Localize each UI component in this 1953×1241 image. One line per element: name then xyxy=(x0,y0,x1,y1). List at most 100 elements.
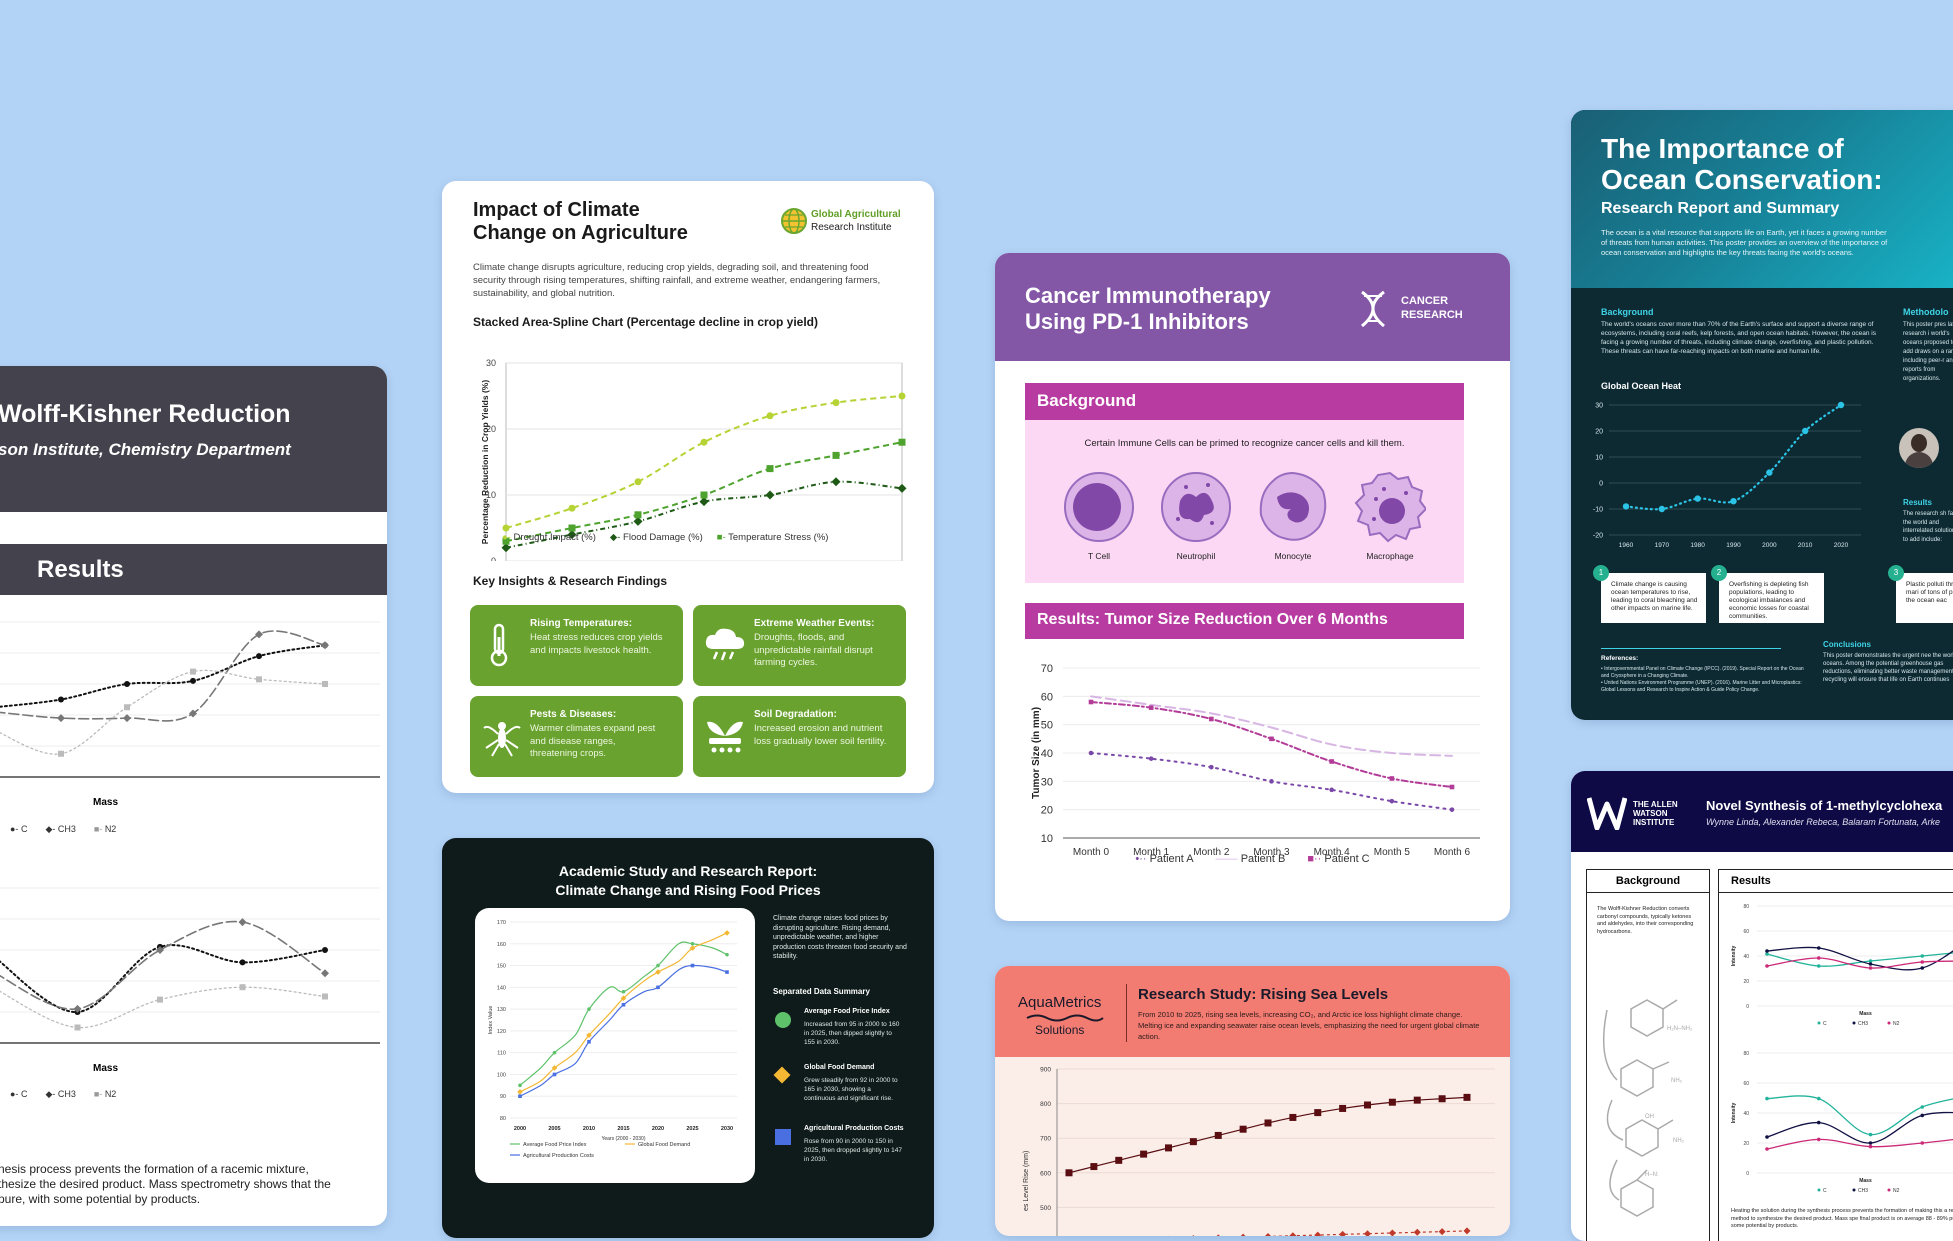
data-point xyxy=(503,525,510,532)
data-point xyxy=(1329,788,1334,793)
food-demand-marker-icon xyxy=(774,1067,791,1084)
cancer-background-heading: Background xyxy=(1037,391,1136,411)
food-intro: Climate change raises food prices by dis… xyxy=(773,914,913,962)
legend-swatch xyxy=(1888,1022,1891,1025)
number-badge: 3 xyxy=(1888,565,1904,581)
data-point xyxy=(1140,1151,1147,1158)
data-point xyxy=(1289,1232,1296,1236)
data-point xyxy=(622,990,626,994)
data-point xyxy=(1364,1101,1371,1108)
y-axis-label: Percentage Reduction in Crop Yields (%) xyxy=(480,380,490,545)
cell-label-macrophage: Macrophage xyxy=(1354,551,1426,561)
data-point xyxy=(635,478,642,485)
data-point xyxy=(553,1051,557,1055)
data-point xyxy=(833,399,840,406)
food-item-text: Rose from 90 in 2000 to 150 in 2025, the… xyxy=(804,1137,904,1164)
legend-label: N2 xyxy=(1893,1021,1900,1027)
t-cell-icon xyxy=(1063,471,1135,543)
legend-label: CH3 xyxy=(1858,1021,1868,1027)
y-tick-label: 800 xyxy=(1040,1101,1051,1108)
legend-label: Agricultural Production Costs xyxy=(523,1153,594,1159)
data-point xyxy=(1817,1138,1821,1142)
data-point xyxy=(1265,1119,1272,1126)
data-point xyxy=(1838,402,1844,408)
ocean-intro: The ocean is a vital resource that suppo… xyxy=(1601,228,1891,258)
data-point xyxy=(1390,799,1395,804)
x-tick-label: 1980 xyxy=(1690,542,1705,549)
data-point xyxy=(1066,1169,1073,1176)
x-tick-label: 2020 xyxy=(1834,542,1849,549)
data-point xyxy=(656,986,660,990)
legend-label: N2 xyxy=(1893,1188,1900,1194)
x-axis-label: Mass xyxy=(1859,1011,1872,1017)
data-point xyxy=(701,439,708,446)
data-point xyxy=(1730,498,1736,504)
legend-swatch: ■- xyxy=(717,532,728,543)
legend-item-n2: ■- N2 xyxy=(94,824,116,835)
data-point xyxy=(1802,428,1808,434)
data-point xyxy=(517,1089,523,1095)
y-tick-label: 40 xyxy=(1041,748,1053,760)
x-tick-label: 1960 xyxy=(1619,542,1634,549)
food-costs-marker-icon xyxy=(775,1129,791,1145)
sea-title: Research Study: Rising Sea Levels xyxy=(1138,986,1388,1003)
poster-card-food-prices[interactable]: Academic Study and Research Report: Clim… xyxy=(442,838,934,1238)
series-line xyxy=(506,396,902,528)
cancer-title-line: Using PD-1 Inhibitors xyxy=(1025,309,1271,335)
y-tick-label: 160 xyxy=(497,942,506,948)
wave-icon xyxy=(1025,1013,1105,1023)
y-tick-label: 140 xyxy=(497,985,506,991)
data-point xyxy=(1450,807,1455,812)
svg-text:H₂N–NH₂: H₂N–NH₂ xyxy=(1667,1026,1693,1032)
sea-intro: From 2010 to 2025, rising sea levels, in… xyxy=(1138,1009,1488,1042)
novel-results-heading: Results xyxy=(1731,875,1771,887)
reaction-mechanism-diagram: H₂N–NH₂ NH₂ OH NH₂ H–N: xyxy=(1587,970,1709,1220)
x-tick-label: 2015 xyxy=(617,1126,629,1132)
legend-swatch: ■·· xyxy=(1307,853,1324,865)
data-point xyxy=(1240,1126,1247,1133)
poster-card-novel-synthesis[interactable]: THE ALLEN WATSON INSTITUTE Novel Synthes… xyxy=(1571,771,1953,1241)
wolff-body-line: pure, with some potential by products. xyxy=(0,1192,331,1207)
y-tick-label: 70 xyxy=(1041,663,1053,675)
series-line xyxy=(0,645,325,707)
data-point xyxy=(322,947,328,953)
y-tick-label: 600 xyxy=(1040,1170,1051,1177)
data-point xyxy=(569,505,576,512)
ocean-chart-title: Global Ocean Heat xyxy=(1601,381,1681,391)
x-tick-label: 2000 xyxy=(514,1126,526,1132)
poster-card-ocean-conservation[interactable]: The Importance of Ocean Conservation: Re… xyxy=(1571,110,1953,720)
ocean-results-heading: Results xyxy=(1903,498,1932,507)
wolff-body-line: nesis process prevents the formation of … xyxy=(0,1162,331,1177)
x-axis-label: Mass xyxy=(1859,1178,1872,1184)
food-summary-item: Average Food Price Index Increased from … xyxy=(773,1008,923,1068)
data-point xyxy=(767,465,774,472)
y-tick-label: 10 xyxy=(1595,455,1603,462)
cancer-logo-line2: RESEARCH xyxy=(1401,309,1463,321)
ocean-conclusions-text: This poster demonstrates the urgent nee … xyxy=(1823,652,1953,684)
series-line xyxy=(0,987,325,1027)
cancer-title-line: Cancer Immunotherapy xyxy=(1025,283,1271,309)
poster-card-wolff-kishner[interactable]: Wolff-Kishner Reduction son Institute, C… xyxy=(0,366,387,1226)
legend-item: •·· Patient A xyxy=(1135,853,1193,865)
insight-text: Warmer climates expand pest and disease … xyxy=(530,723,665,761)
poster-card-cancer-immunotherapy[interactable]: Cancer Immunotherapy Using PD-1 Inhibito… xyxy=(995,253,1510,921)
legend-label: Patient B xyxy=(1241,853,1286,865)
macrophage-icon xyxy=(1354,471,1426,543)
insight-text: Increased erosion and nutrient loss grad… xyxy=(754,723,894,748)
poster-card-sea-levels[interactable]: AquaMetrics Solutions Research Study: Ri… xyxy=(995,966,1510,1236)
food-item-text: Increased from 95 in 2000 to 160 in 2025… xyxy=(804,1020,904,1047)
data-point xyxy=(587,1007,591,1011)
legend-item: ●- Drought Impact (%) xyxy=(502,532,596,543)
legend-label: Flood Damage (%) xyxy=(623,532,703,543)
series-line xyxy=(1069,1097,1467,1172)
data-point xyxy=(124,704,130,710)
y-tick-label: -20 xyxy=(1593,533,1603,540)
agri-insight-card: Pests & Diseases: Warmer climates expand… xyxy=(470,696,683,777)
series-line xyxy=(1091,702,1452,787)
y-tick-label: 0 xyxy=(1746,1004,1749,1010)
cancer-background-text: Certain Immune Cells can be primed to re… xyxy=(1025,438,1464,449)
novel-results-band: Results xyxy=(1719,870,1953,893)
ocean-results-text: The research sh facing the world and int… xyxy=(1903,510,1953,562)
y-axis-label: Intensity xyxy=(1731,946,1737,967)
poster-card-agriculture[interactable]: Impact of Climate Change on Agriculture … xyxy=(442,181,934,793)
